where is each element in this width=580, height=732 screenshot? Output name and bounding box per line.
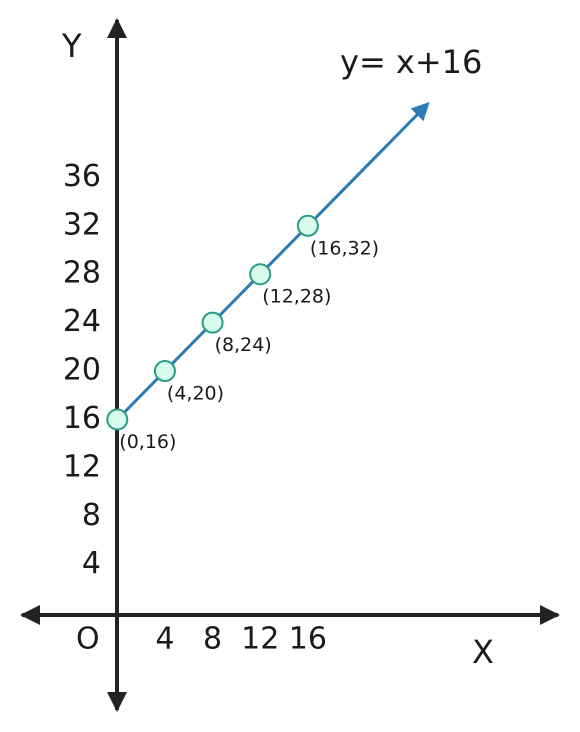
- y-tick-label: 20: [63, 353, 101, 388]
- x-tick-label: 4: [155, 622, 174, 657]
- y-tick-label: 8: [82, 498, 101, 533]
- y-tick-label: 32: [63, 207, 101, 242]
- point-label: (8,24): [215, 334, 272, 356]
- y-tick-label: 4: [82, 546, 101, 581]
- y-tick-label: 28: [63, 256, 101, 291]
- y-tick-label: 16: [63, 401, 101, 436]
- point: [249, 263, 272, 286]
- equation: y= x+16: [340, 43, 482, 81]
- x-tick-label: 12: [241, 622, 279, 657]
- point: [106, 408, 129, 431]
- point-label: (16,32): [310, 237, 379, 259]
- point-label: (12,28): [262, 286, 331, 308]
- y-tick-label: 36: [63, 159, 101, 194]
- x-axis-label: X: [472, 633, 494, 671]
- point-label: (4,20): [167, 383, 224, 405]
- x-tick-label: 16: [289, 622, 327, 657]
- y-tick-label: 24: [63, 304, 101, 339]
- y-tick-label: 12: [63, 449, 101, 484]
- point-label: (0,16): [119, 431, 176, 453]
- origin-label: O: [76, 622, 100, 657]
- line-extension: [306, 102, 430, 227]
- point: [201, 311, 224, 334]
- point: [153, 360, 176, 383]
- x-tick-label: 8: [203, 622, 222, 657]
- y-axis-label: Y: [61, 27, 82, 65]
- point: [296, 214, 319, 237]
